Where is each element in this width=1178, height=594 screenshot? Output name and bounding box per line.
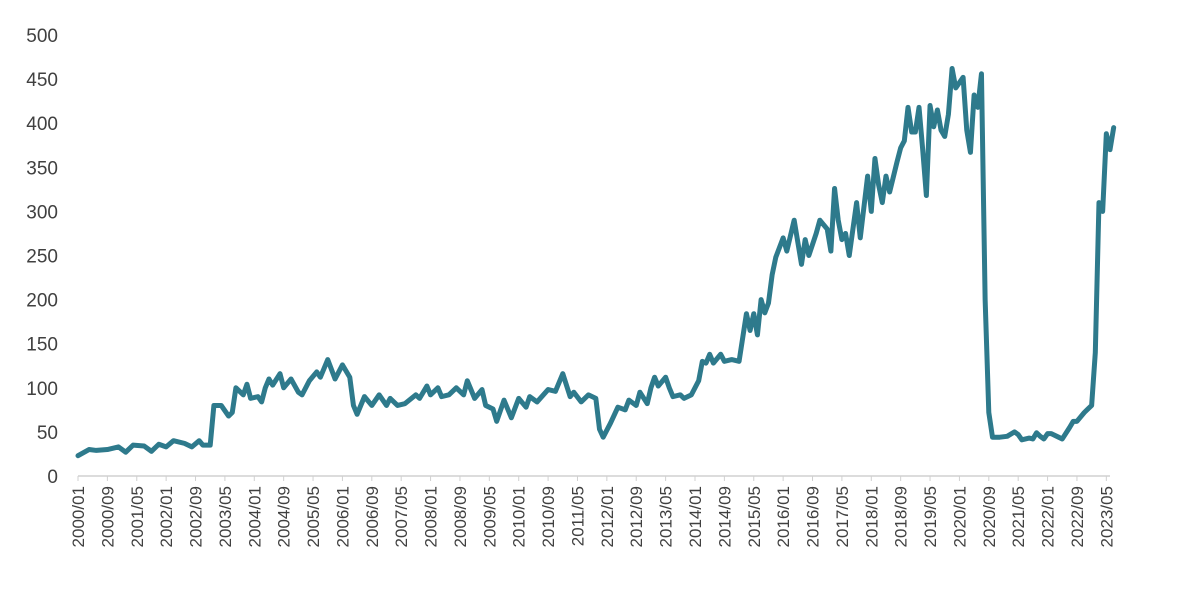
x-tick-label: 2002/01: [157, 486, 176, 547]
x-tick-label: 2014/01: [686, 486, 705, 547]
y-tick-label: 0: [47, 467, 58, 488]
y-tick-label: 500: [26, 26, 58, 47]
x-tick-label: 2003/05: [216, 486, 235, 547]
y-axis: 0 50 100 150 200 250 300 350 400 450 500: [26, 26, 58, 488]
x-tick-label: 2008/09: [451, 486, 470, 547]
x-axis: 2000/01 2000/09 2001/05 2002/01 2002/09 2003/…: [69, 476, 1116, 547]
y-tick-label: 350: [26, 158, 58, 179]
y-tick-label: 100: [26, 379, 58, 400]
x-tick-label: 2012/01: [598, 486, 617, 547]
x-tick-label: 2015/05: [745, 486, 764, 547]
x-tick-label: 2021/05: [1009, 486, 1028, 547]
x-tick-label: 2012/09: [627, 486, 646, 547]
x-tick-label: 2016/01: [774, 486, 793, 547]
x-tick-label: 2010/01: [510, 486, 529, 547]
x-tick-label: 2007/05: [392, 486, 411, 547]
x-tick-label: 2014/09: [715, 486, 734, 547]
y-tick-label: 200: [26, 291, 58, 312]
x-tick-label: 2019/05: [921, 486, 940, 547]
x-tick-label: 2005/05: [304, 486, 323, 547]
x-tick-label: 2004/01: [245, 486, 264, 547]
x-tick-label: 2001/05: [128, 486, 147, 547]
x-tick-label: 2017/05: [833, 486, 852, 547]
series-group: [75, 66, 1117, 459]
x-tick-label: 2022/01: [1039, 486, 1058, 547]
y-tick-label: 250: [26, 247, 58, 268]
y-tick-label: 50: [37, 423, 58, 444]
y-tick-label: 150: [26, 335, 58, 356]
x-tick-label: 2020/09: [980, 486, 999, 547]
y-tick-label: 300: [26, 202, 58, 223]
x-tick-label: 2016/09: [804, 486, 823, 547]
x-tick-label: 2011/05: [568, 486, 587, 546]
x-tick-label: 2023/05: [1097, 486, 1116, 547]
y-tick-label: 400: [26, 114, 58, 135]
y-tick-label: 450: [26, 70, 58, 91]
x-tick-label: 2000/01: [69, 486, 88, 547]
x-tick-label: 2018/09: [892, 486, 911, 547]
x-tick-label: 2009/05: [480, 486, 499, 547]
x-tick-label: 2013/05: [657, 486, 676, 547]
x-tick-label: 2004/09: [275, 486, 294, 547]
x-tick-label: 2006/01: [333, 486, 352, 547]
x-tick-label: 2010/09: [539, 486, 558, 547]
x-tick-label: 2002/09: [187, 486, 206, 547]
x-tick-label: 2020/01: [950, 486, 969, 547]
x-tick-label: 2008/01: [422, 486, 441, 547]
series-line: [75, 66, 1117, 459]
x-tick-label: 2018/01: [862, 486, 881, 547]
x-tick-label: 2022/09: [1068, 486, 1087, 547]
x-tick-label: 2000/09: [98, 486, 117, 547]
x-tick-label: 2006/09: [363, 486, 382, 547]
